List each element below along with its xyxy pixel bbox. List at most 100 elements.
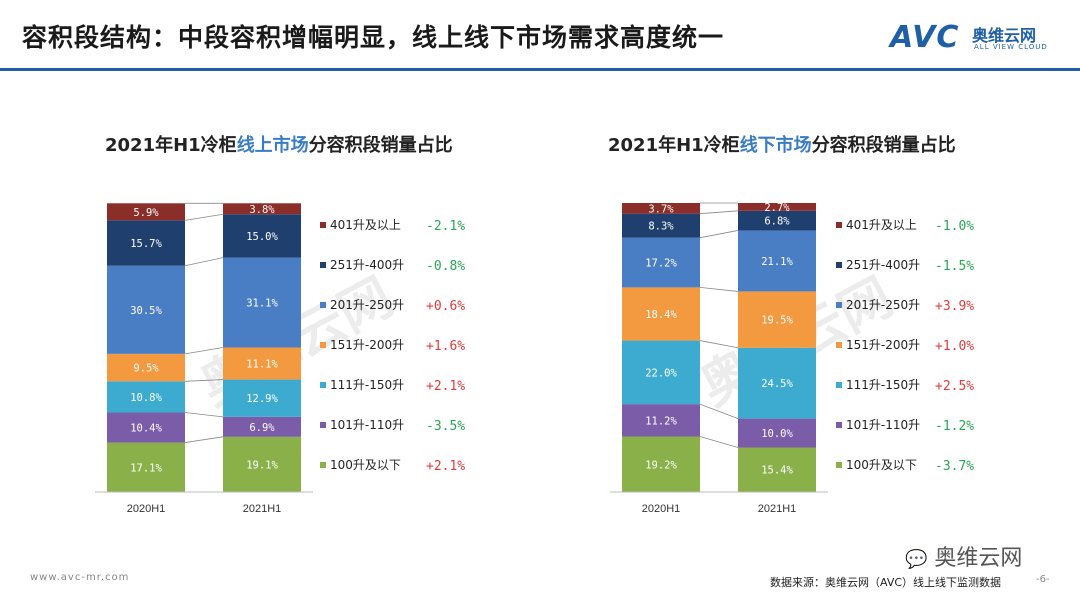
online-label-2021H1-seg-1: 6.9% bbox=[249, 422, 275, 434]
footer-url: www.avc-mr.com bbox=[30, 572, 130, 583]
online-bar-2020H1-seg-1 bbox=[107, 412, 185, 443]
offline-bar-2020H1-seg-4 bbox=[622, 237, 700, 288]
offline-legend-swatch-0 bbox=[836, 222, 842, 228]
offline-legend-label-3: 151升-200升 bbox=[846, 338, 920, 352]
online-bar-2020H1-seg-0 bbox=[107, 442, 185, 492]
offline-legend-change-6: -3.7% bbox=[935, 459, 974, 474]
offline-label-2021H1-seg-4: 21.1% bbox=[761, 256, 793, 268]
offline-label-2021H1-seg-6: 2.7% bbox=[764, 202, 790, 214]
online-legend-change-2: +0.6% bbox=[426, 299, 465, 314]
online-legend-change-3: +1.6% bbox=[426, 339, 465, 354]
offline-bar-2021H1-seg-0 bbox=[738, 447, 816, 492]
online-legend-swatch-3 bbox=[320, 342, 326, 348]
online-label-2021H1-seg-6: 3.8% bbox=[249, 204, 275, 216]
online-label-2020H1-seg-6: 5.9% bbox=[133, 207, 159, 219]
offline-label-2021H1-seg-2: 24.5% bbox=[761, 378, 793, 390]
offline-legend-change-4: +2.5% bbox=[935, 379, 974, 394]
offline-connector-0 bbox=[699, 436, 739, 448]
online-legend-change-5: -3.5% bbox=[426, 419, 465, 434]
online-title-prefix: 2021年H1冷柜 bbox=[105, 135, 237, 156]
online-label-2021H1-seg-0: 19.1% bbox=[246, 459, 278, 471]
online-label-2020H1-seg-0: 17.1% bbox=[130, 462, 162, 474]
offline-label-2020H1-seg-1: 11.2% bbox=[645, 415, 677, 427]
online-connector-4 bbox=[184, 257, 224, 267]
online-label-2021H1-seg-2: 12.9% bbox=[246, 393, 278, 405]
online-legend-label-5: 101升-110升 bbox=[330, 418, 404, 432]
online-legend-swatch-2 bbox=[320, 302, 326, 308]
online-bar-2020H1-seg-6 bbox=[107, 203, 185, 221]
offline-legend-swatch-5 bbox=[836, 422, 842, 428]
online-bar-2021H1-seg-0 bbox=[223, 436, 301, 492]
offline-legend-change-3: +1.0% bbox=[935, 339, 974, 354]
online-bar-2020H1-seg-4 bbox=[107, 265, 185, 354]
offline-bar-2021H1-seg-2 bbox=[738, 347, 816, 419]
online-legend-change-4: +2.1% bbox=[426, 379, 465, 394]
offline-bar-2020H1-seg-6 bbox=[622, 203, 700, 214]
online-legend-swatch-0 bbox=[320, 222, 326, 228]
offline-bar-2020H1-seg-0 bbox=[622, 436, 700, 492]
online-legend-change-1: -0.8% bbox=[426, 259, 465, 274]
offline-legend-label-5: 101升-110升 bbox=[846, 418, 920, 432]
online-legend-label-0: 401升及以上 bbox=[330, 218, 401, 232]
brand-logo: AVC 奥维云网 ALL VIEW CLOUD bbox=[890, 20, 1047, 55]
offline-label-2020H1-seg-6: 3.7% bbox=[648, 203, 674, 215]
offline-bar-2020H1-seg-5 bbox=[622, 213, 700, 238]
online-label-2021H1-seg-5: 15.0% bbox=[246, 231, 278, 243]
online-legend-label-6: 100升及以下 bbox=[330, 458, 401, 472]
online-bar-2021H1-seg-1 bbox=[223, 416, 301, 437]
wechat-label: 奥维云网 bbox=[934, 546, 1023, 571]
offline-connector-5 bbox=[699, 210, 739, 215]
online-legend-swatch-6 bbox=[320, 462, 326, 468]
wechat-icon: 💬 bbox=[905, 549, 928, 570]
offline-xtick-2021H1: 2021H1 bbox=[758, 503, 797, 515]
online-connector-3 bbox=[184, 347, 224, 355]
online-title-highlight: 线上市场 bbox=[236, 135, 309, 156]
offline-label-2020H1-seg-3: 18.4% bbox=[645, 309, 677, 321]
online-legend-change-0: -2.1% bbox=[426, 219, 465, 234]
offline-legend-label-6: 100升及以下 bbox=[846, 458, 917, 472]
offline-bar-2020H1-seg-2 bbox=[622, 340, 700, 405]
offline-legend-label-2: 201升-250升 bbox=[846, 298, 920, 312]
offline-legend-change-0: -1.0% bbox=[935, 219, 974, 234]
offline-legend-change-5: -1.2% bbox=[935, 419, 974, 434]
online-legend-label-3: 151升-200升 bbox=[330, 338, 404, 352]
offline-legend-swatch-2 bbox=[836, 302, 842, 308]
offline-legend-label-1: 251升-400升 bbox=[846, 258, 920, 272]
online-legend-label-1: 251升-400升 bbox=[330, 258, 404, 272]
online-label-2020H1-seg-1: 10.4% bbox=[130, 423, 162, 435]
logo-en-text: ALL VIEW CLOUD bbox=[974, 43, 1048, 51]
online-xtick-2020H1: 2020H1 bbox=[127, 503, 166, 515]
online-legend-swatch-4 bbox=[320, 382, 326, 388]
offline-connector-3 bbox=[699, 286, 739, 292]
offline-bar-2021H1-seg-6 bbox=[738, 203, 816, 211]
offline-label-2020H1-seg-5: 8.3% bbox=[648, 221, 674, 233]
offline-label-2021H1-seg-1: 10.0% bbox=[761, 428, 793, 440]
offline-legend-label-4: 111升-150升 bbox=[846, 378, 920, 392]
footer-page-number: -6- bbox=[1036, 574, 1050, 585]
header-divider bbox=[0, 68, 1080, 71]
offline-label-2020H1-seg-4: 17.2% bbox=[645, 258, 677, 270]
offline-bar-2021H1-seg-4 bbox=[738, 230, 816, 292]
online-legend-change-6: +2.1% bbox=[426, 459, 465, 474]
online-title-suffix: 分容积段销量占比 bbox=[308, 135, 453, 156]
offline-bar-2020H1-seg-3 bbox=[622, 287, 700, 341]
offline-label-2021H1-seg-5: 6.8% bbox=[764, 216, 790, 228]
online-label-2021H1-seg-4: 31.1% bbox=[246, 298, 278, 310]
offline-label-2020H1-seg-2: 22.0% bbox=[645, 367, 677, 379]
online-connector-1 bbox=[184, 412, 224, 418]
offline-legend-swatch-6 bbox=[836, 462, 842, 468]
offline-xtick-2020H1: 2020H1 bbox=[642, 503, 681, 515]
offline-label-2021H1-seg-3: 19.5% bbox=[761, 315, 793, 327]
online-connector-2 bbox=[184, 379, 224, 382]
offline-legend-change-2: +3.9% bbox=[935, 299, 974, 314]
online-bar-2021H1-seg-6 bbox=[223, 203, 301, 215]
footer-source: 数据来源：奥维云网（AVC）线上线下监测数据 bbox=[770, 576, 1002, 589]
online-legend-swatch-1 bbox=[320, 262, 326, 268]
offline-connector-1 bbox=[699, 403, 739, 419]
online-label-2020H1-seg-3: 9.5% bbox=[133, 363, 159, 375]
online-label-2020H1-seg-5: 15.7% bbox=[130, 238, 162, 250]
logo-cn-text: 奥维云网 bbox=[972, 26, 1037, 45]
offline-chart-title: 2021年H1冷柜线下市场分容积段销量占比 bbox=[608, 131, 956, 157]
online-bar-2021H1-seg-2 bbox=[223, 379, 301, 417]
offline-legend-swatch-1 bbox=[836, 262, 842, 268]
